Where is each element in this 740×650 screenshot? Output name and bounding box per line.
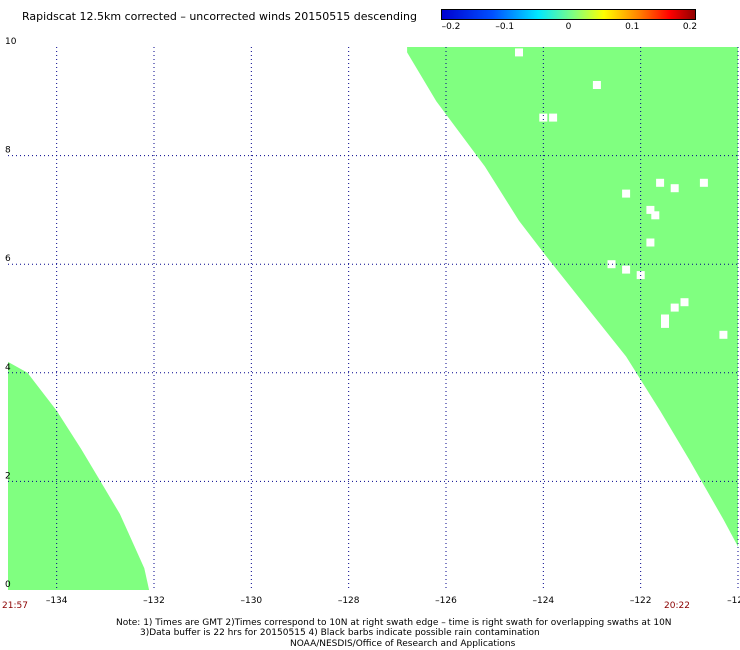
missing-cell-8 — [646, 205, 655, 214]
swath-time-left: 21:57 — [2, 601, 28, 611]
tick-label-layer: –134 –132 –130 –128 –126 –124 –122 –120 0 2 4 6 8 10 — [5, 37, 740, 606]
missing-cell-4 — [622, 189, 631, 198]
note-line-2: 3)Data buffer is 22 hrs for 20150515 4) … — [140, 628, 540, 638]
missing-cell-5 — [656, 178, 665, 187]
missing-cell-1 — [592, 81, 601, 89]
x-tick-label: –132 — [143, 596, 165, 606]
swath-0 — [8, 361, 150, 590]
x-tick-label: –126 — [435, 596, 457, 606]
grid-layer — [8, 47, 739, 590]
missing-cell-11 — [607, 260, 616, 269]
missing-cell-6 — [670, 184, 679, 193]
missing-cell-0 — [515, 48, 523, 57]
missing-cell-7 — [699, 178, 708, 187]
missing-cell-14 — [680, 298, 689, 307]
colorbar — [441, 9, 696, 20]
x-tick-label: –130 — [240, 596, 262, 606]
y-tick-label: 0 — [5, 580, 11, 590]
missing-cell-18 — [719, 330, 728, 339]
missing-cell-3 — [549, 113, 558, 122]
swath-1 — [407, 47, 738, 547]
colorbar-label: –0.1 — [495, 22, 515, 32]
colorbar-label: 0.2 — [682, 22, 698, 32]
missing-cell-16 — [661, 314, 669, 323]
y-tick-label: 6 — [5, 254, 11, 264]
missing-cell-9 — [651, 211, 660, 220]
missing-cell-12 — [622, 265, 631, 274]
x-tick-label: –128 — [338, 596, 360, 606]
y-tick-label: 4 — [5, 363, 11, 373]
chart-title: Rapidscat 12.5km corrected – uncorrected… — [22, 10, 418, 23]
missing-cell-15 — [670, 303, 679, 312]
colorbar-label: 0 — [565, 22, 572, 32]
x-tick-label: –134 — [46, 596, 68, 606]
swath-time-right: 20:22 — [664, 601, 690, 611]
x-tick-label: –124 — [532, 596, 554, 606]
missing-data-layer — [515, 48, 728, 339]
missing-cell-2 — [539, 113, 548, 122]
y-tick-label: 10 — [5, 37, 17, 47]
swath-layer — [8, 47, 738, 590]
missing-cell-10 — [646, 238, 655, 247]
note-line-1: Note: 1) Times are GMT 2)Times correspon… — [116, 618, 672, 628]
x-tick-label: –122 — [630, 596, 652, 606]
colorbar-label: 0.1 — [625, 22, 640, 32]
y-tick-label: 2 — [5, 471, 11, 481]
x-tick-label: –120 — [727, 596, 740, 606]
missing-cell-17 — [661, 319, 669, 328]
y-tick-label: 8 — [5, 146, 11, 156]
note-line-3: NOAA/NESDIS/Office of Research and Appli… — [290, 639, 516, 649]
colorbar-label: –0.2 — [441, 22, 461, 32]
